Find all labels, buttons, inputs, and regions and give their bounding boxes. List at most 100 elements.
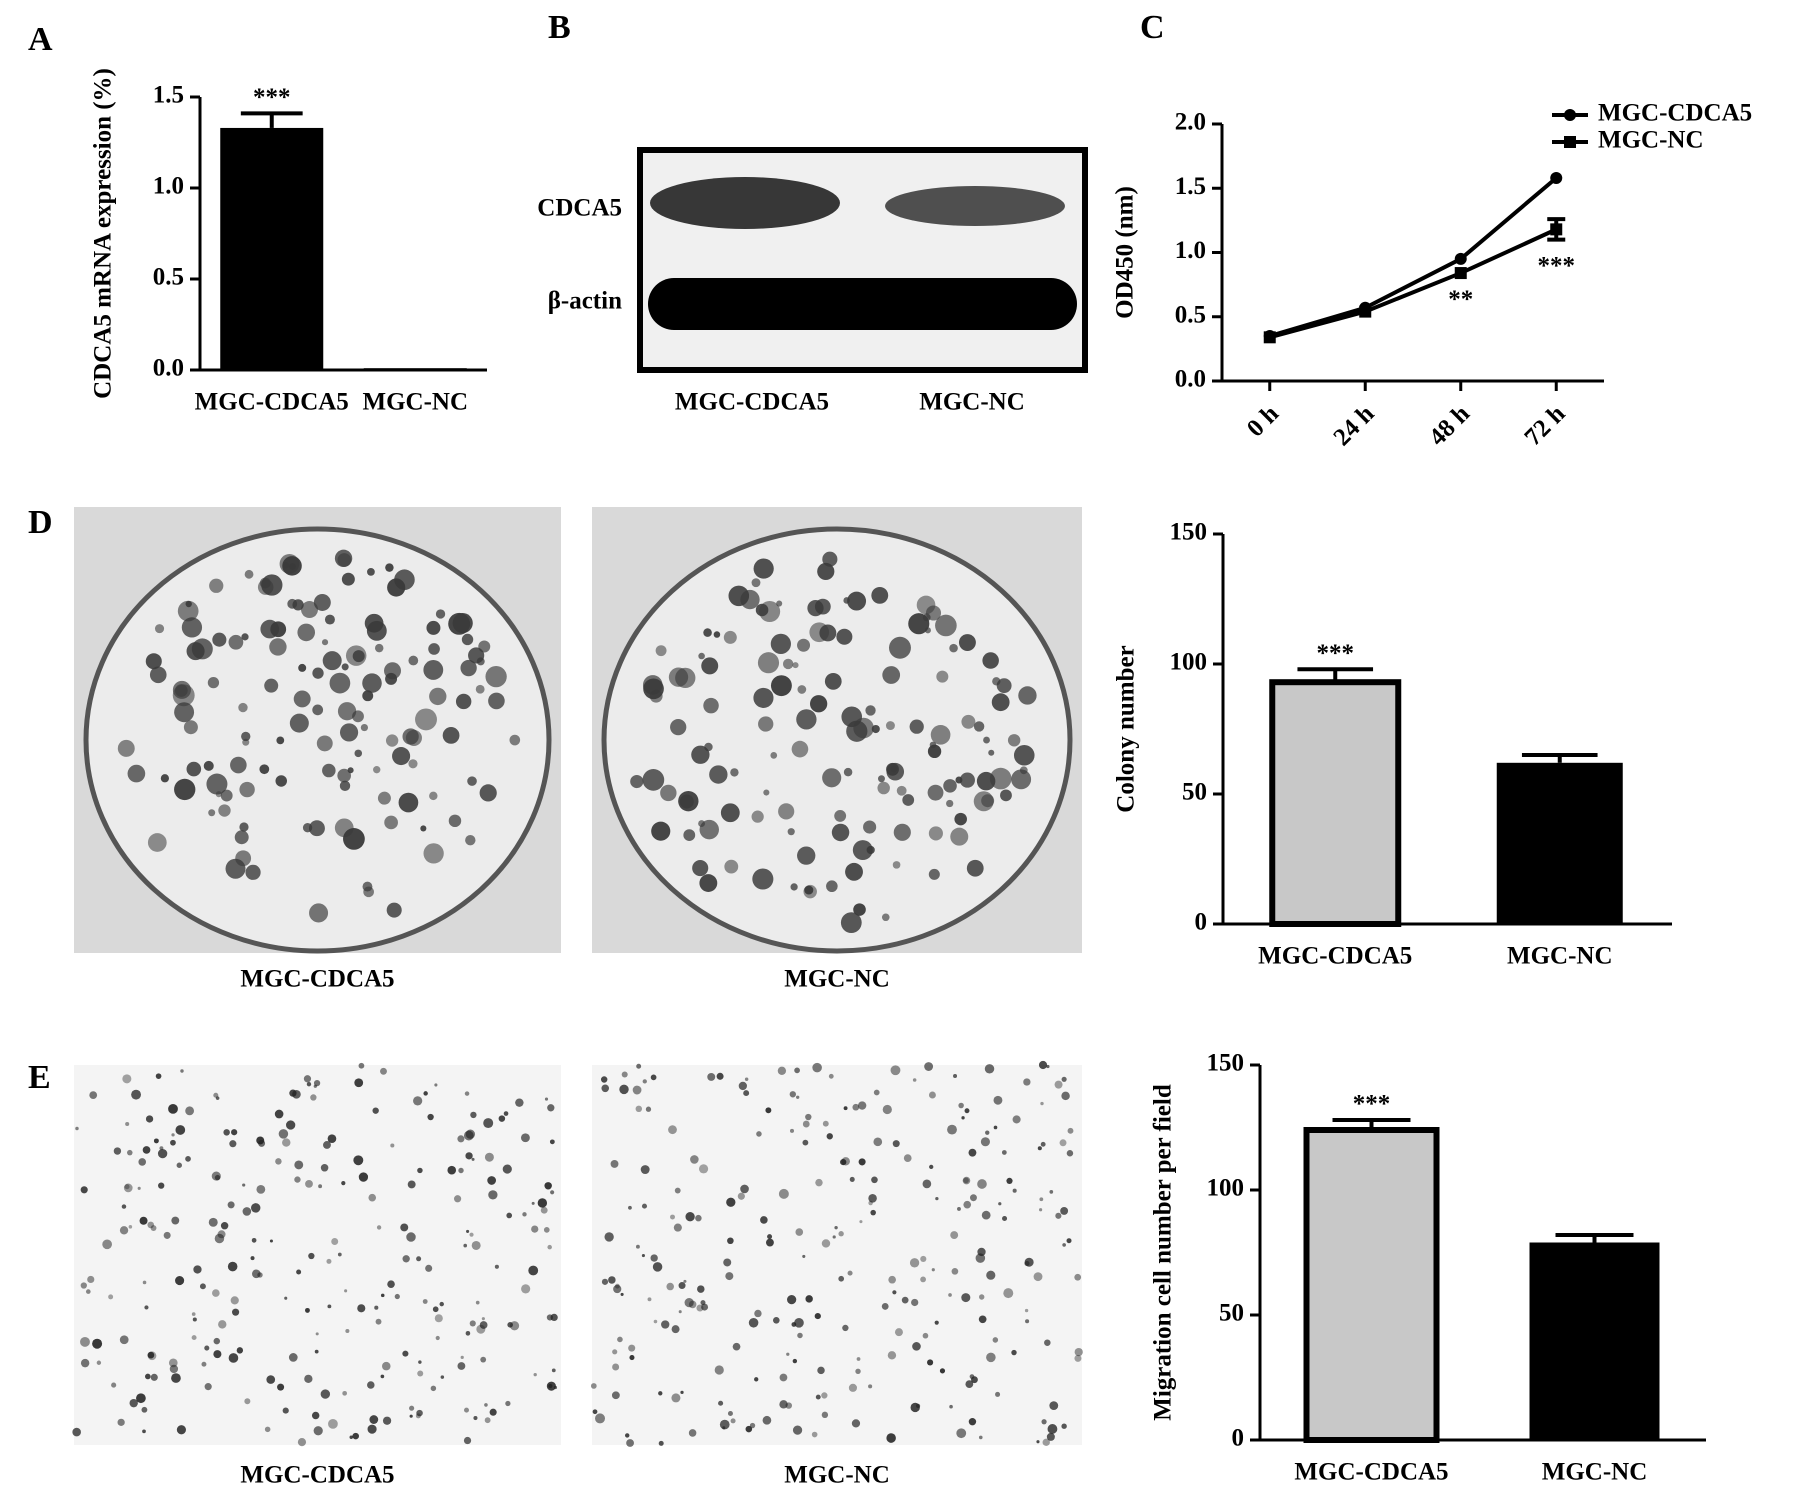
colony	[1007, 734, 1021, 747]
point	[1454, 267, 1467, 280]
cell	[762, 1415, 772, 1425]
cell	[318, 1184, 323, 1189]
colony	[782, 658, 794, 670]
colony	[339, 780, 351, 791]
colony	[241, 731, 251, 742]
cell	[641, 1203, 648, 1209]
cell	[139, 1216, 148, 1225]
cell	[147, 1221, 155, 1229]
cell	[502, 1164, 512, 1174]
cell	[180, 1069, 184, 1073]
cell	[697, 1285, 705, 1293]
cell	[868, 1384, 873, 1389]
cell	[791, 1322, 797, 1327]
cell	[789, 1128, 795, 1133]
colony	[242, 738, 250, 746]
colony	[1013, 744, 1035, 766]
cell	[658, 1440, 664, 1446]
cell	[242, 1183, 246, 1187]
cell	[965, 1380, 974, 1389]
colony	[160, 774, 169, 783]
cell	[208, 1217, 218, 1227]
cell	[612, 1363, 620, 1371]
cell	[175, 1275, 185, 1286]
cell	[142, 1146, 151, 1154]
cell	[635, 1105, 643, 1113]
colony	[465, 835, 476, 846]
cell	[416, 1256, 422, 1262]
cell	[168, 1103, 178, 1114]
cell	[754, 1377, 759, 1382]
cell	[857, 1101, 867, 1110]
cell	[218, 1320, 227, 1329]
cell	[1049, 1190, 1054, 1194]
cell	[1044, 1339, 1051, 1346]
cell	[488, 1190, 498, 1200]
cell	[658, 1391, 663, 1396]
cell	[821, 1411, 829, 1419]
cell	[230, 1296, 239, 1305]
cell	[620, 1292, 624, 1296]
cell	[553, 1385, 558, 1390]
cell	[1039, 1208, 1043, 1212]
cell	[1037, 1146, 1042, 1151]
colony	[893, 823, 911, 841]
cell	[390, 1143, 395, 1148]
x-tick-label: 48 h	[1424, 400, 1475, 451]
cell	[323, 1141, 331, 1149]
cell	[380, 1374, 385, 1379]
colony	[824, 672, 842, 690]
y-tick-label: 0.0	[153, 355, 184, 382]
cell	[80, 1186, 88, 1194]
cell	[873, 1137, 883, 1147]
cell	[636, 1244, 640, 1249]
colony	[485, 665, 507, 688]
y-tick-label: 0.5	[153, 264, 184, 291]
cell	[1002, 1216, 1008, 1222]
cell	[1062, 1243, 1066, 1247]
point	[1454, 252, 1467, 265]
legend-marker	[1564, 109, 1576, 121]
cell	[986, 1270, 996, 1280]
cell	[85, 1289, 91, 1294]
cell	[690, 1155, 699, 1164]
cell	[476, 1324, 486, 1334]
colony	[461, 633, 474, 646]
cell	[817, 1366, 825, 1375]
cell	[786, 1352, 790, 1356]
colony	[460, 659, 477, 677]
colony	[847, 591, 867, 611]
cell	[345, 1328, 350, 1334]
cell	[306, 1081, 312, 1087]
cell	[432, 1306, 439, 1313]
colony	[877, 781, 890, 795]
cell	[326, 1258, 332, 1264]
cell	[171, 1373, 181, 1383]
colony	[181, 617, 203, 638]
colony	[177, 600, 199, 622]
panel-letter: B	[548, 9, 571, 46]
cell	[592, 1409, 598, 1415]
cell	[870, 1209, 876, 1216]
cell	[80, 1358, 90, 1368]
colony	[374, 643, 384, 653]
colony	[415, 708, 437, 731]
photo-caption: MGC-CDCA5	[240, 966, 394, 993]
cell	[463, 1436, 472, 1445]
cell	[242, 1207, 252, 1216]
legend-label: MGC-CDCA5	[1598, 100, 1752, 127]
cell	[89, 1091, 98, 1100]
cell	[632, 1085, 642, 1095]
cell	[680, 1390, 684, 1394]
cell	[779, 1373, 788, 1382]
cell	[671, 1393, 681, 1403]
colony	[345, 645, 367, 666]
cell	[296, 1269, 302, 1275]
cell	[367, 1424, 377, 1434]
cell	[168, 1358, 178, 1368]
colony	[853, 903, 866, 916]
photo-caption: MGC-NC	[784, 966, 890, 993]
cell	[113, 1147, 122, 1155]
significance: ***	[1317, 640, 1355, 667]
cell	[171, 1133, 175, 1137]
